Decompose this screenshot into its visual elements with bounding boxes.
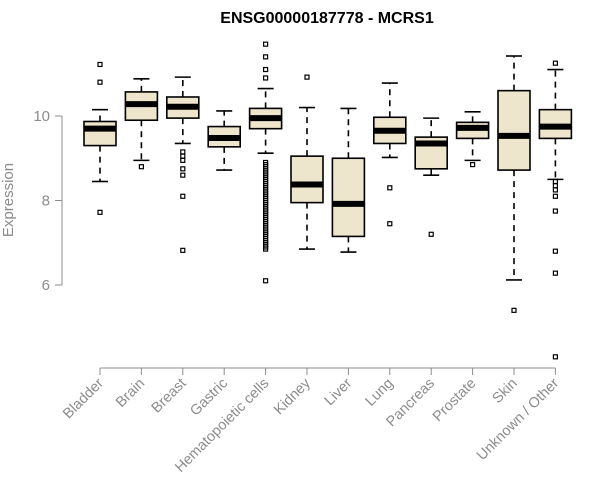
box-iqr [331,157,366,238]
outlier-point [263,41,269,47]
box-skin [497,55,531,313]
outlier-point [552,354,559,360]
outlier-point [263,159,269,166]
outlier-point [263,54,269,60]
outlier-point [511,307,517,313]
outlier-point [138,164,144,170]
box-bladder [83,61,117,215]
plot-frame [80,40,570,354]
box-gastric [207,110,241,171]
outlier-point [552,60,559,66]
outlier-point [304,74,310,80]
outlier-point [552,178,559,185]
outlier-point [552,208,559,214]
outlier-point [387,221,393,227]
outlier-point [97,61,103,68]
outlier-point [387,185,393,191]
box-unknown-other [538,60,573,360]
outlier-point [180,193,186,199]
x-tick-label: Liver [322,375,356,409]
outlier-point [180,149,186,155]
x-tick-label: Skin [490,376,521,407]
box-pancreas [414,117,449,237]
outlier-point [97,209,103,215]
box-liver [331,107,366,253]
outlier-point [552,183,559,189]
outlier-point [180,247,186,253]
y-tick-label: 10 [33,108,50,125]
outlier-point [180,166,186,172]
outlier-point [552,187,559,193]
chart-title: ENSG00000187778 - MCRS1 [220,10,434,27]
outlier-point [428,231,434,237]
outlier-point [552,270,559,276]
outlier-point [263,66,269,73]
outlier-point [97,79,103,85]
box-kidney [290,74,324,250]
outlier-point [470,161,476,168]
box-lung [372,82,407,227]
box-iqr [497,89,531,171]
box-iqr [290,155,324,204]
box-hematopoietic-cells [248,41,283,284]
x-tick-label: Lung [362,376,396,410]
y-axis-label: Expression [0,163,17,237]
y-tick-label: 8 [42,193,50,210]
outlier-point [180,153,186,159]
y-tick-label: 6 [42,277,50,294]
y-axis: 6 8 10 [33,108,63,294]
box-prostate [455,110,490,168]
outlier-point [552,193,559,199]
box-iqr [83,120,117,147]
outlier-point [180,157,186,163]
x-tick-label: Bladder [60,375,107,422]
box-breast [166,76,200,253]
outlier-point [263,75,269,81]
box-brain [124,78,159,170]
outlier-point [552,248,559,254]
x-tick-label: Kidney [271,375,314,418]
outlier-point [263,278,269,284]
x-tick-label: Brain [113,376,148,411]
x-tick-label: Prostate [430,376,479,425]
outlier-point [180,172,186,178]
plot-area [80,40,573,360]
x-tick-label: Breast [149,376,190,417]
